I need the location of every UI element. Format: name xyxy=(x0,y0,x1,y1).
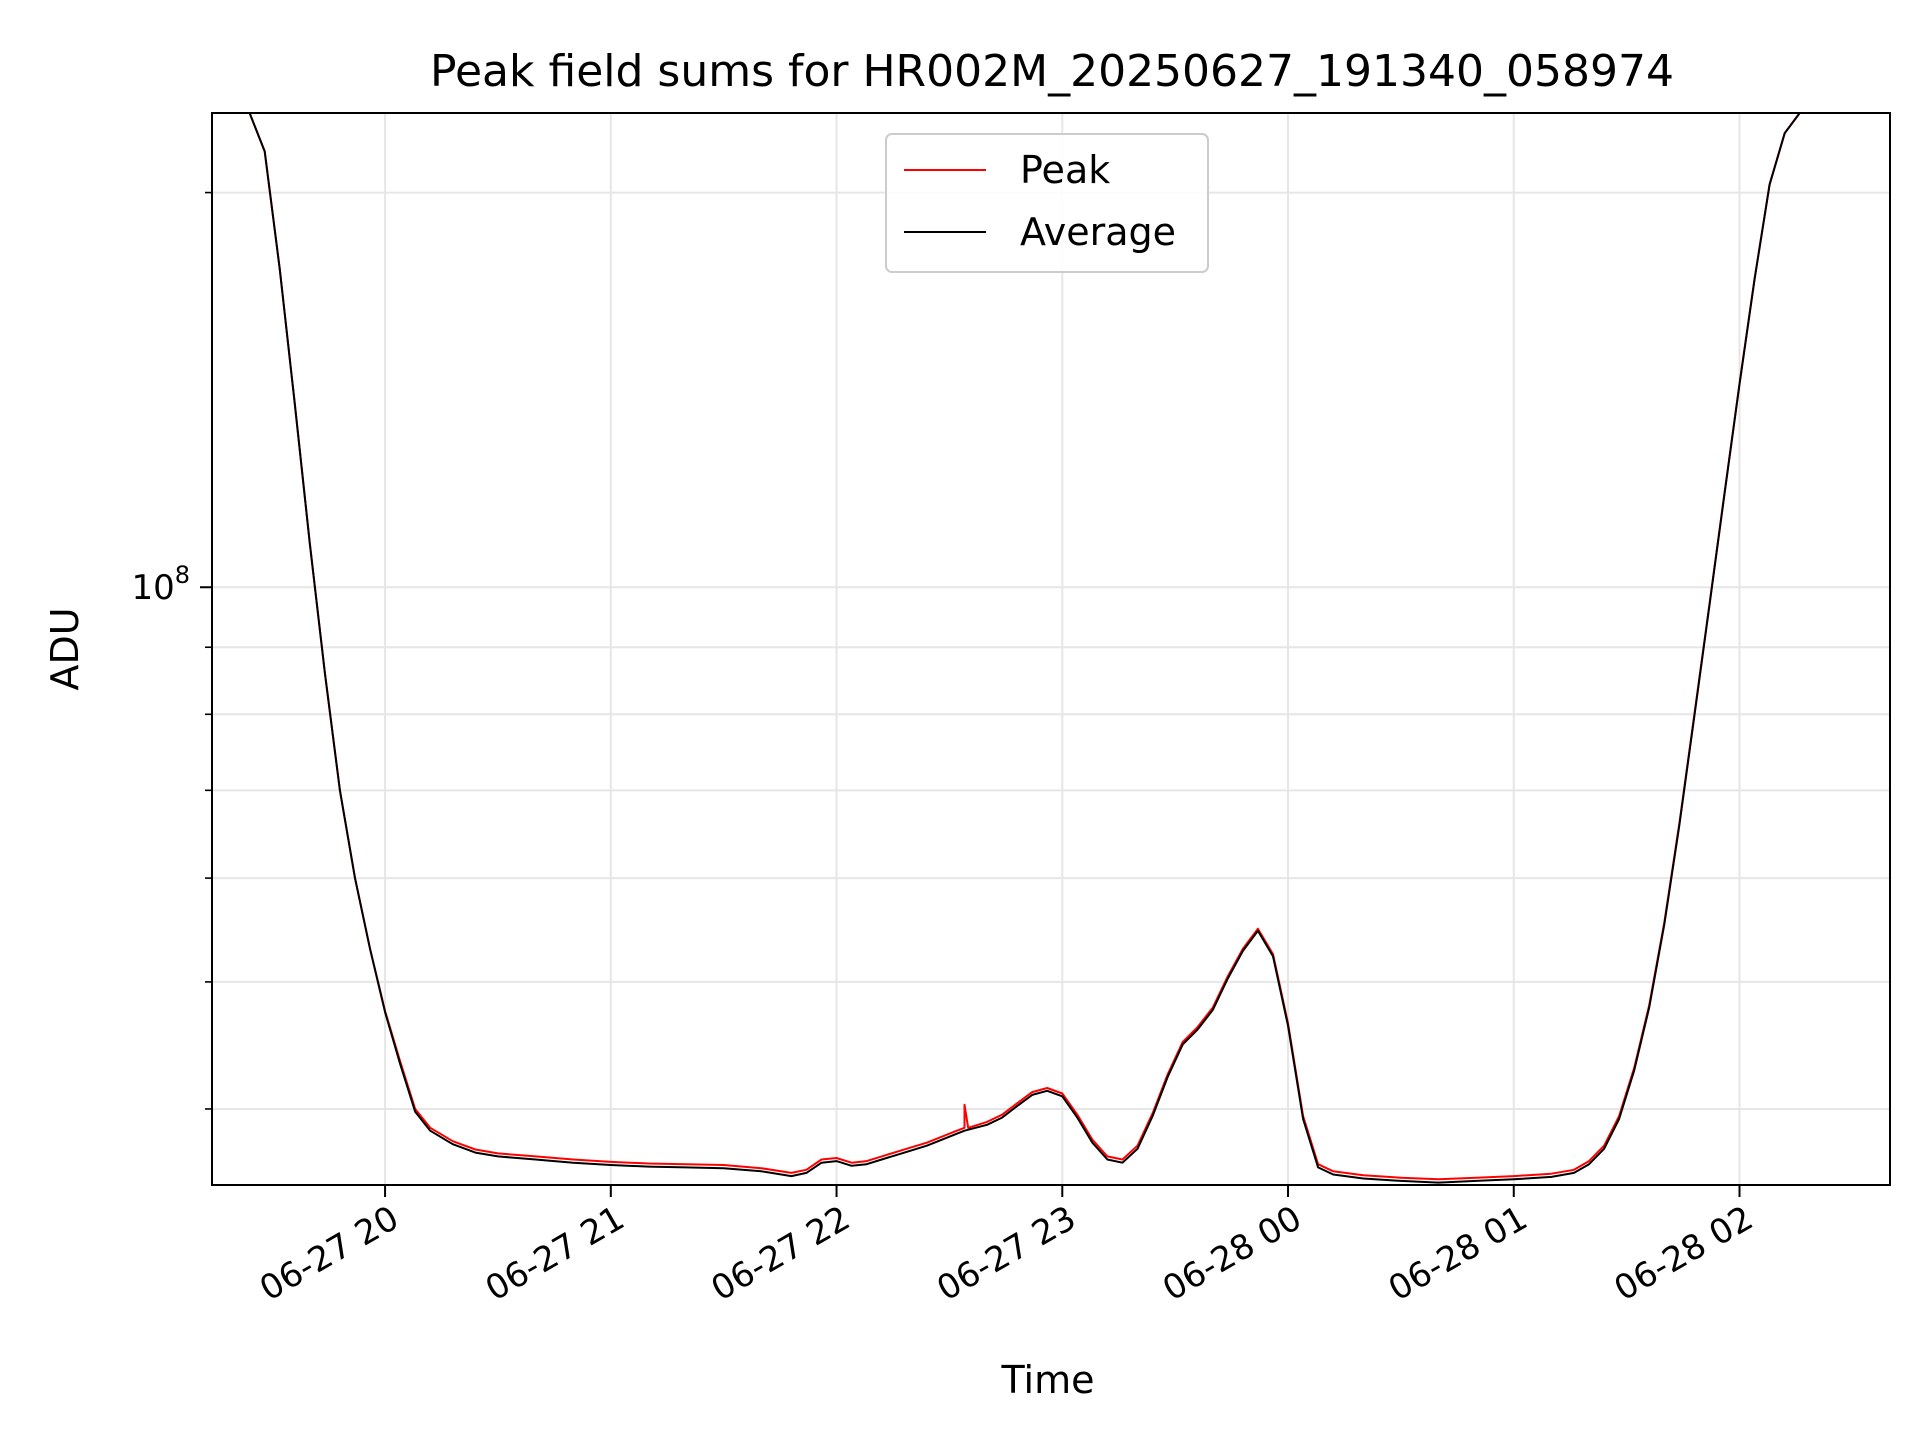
series-line-average xyxy=(248,113,1815,1184)
y-axis-label: ADU xyxy=(43,607,87,690)
series-line-peak xyxy=(248,113,1815,1181)
legend-label-average: Average xyxy=(1020,210,1176,254)
legend-label-peak: Peak xyxy=(1020,148,1110,192)
y-tick-label: 108 xyxy=(131,561,190,608)
chart-title: Peak field sums for HR002M_20250627_1913… xyxy=(430,46,1674,97)
legend: Peak Average xyxy=(885,133,1209,273)
grid-lines xyxy=(212,113,1890,1185)
y-axis: 108 xyxy=(131,191,212,1110)
legend-box xyxy=(885,133,1209,273)
series-lines xyxy=(248,113,1815,1184)
plot-frame xyxy=(211,112,1891,1186)
y-tick-label-base: 10 xyxy=(131,568,174,608)
y-tick-label-exponent: 8 xyxy=(175,561,190,589)
x-axis-label: Time xyxy=(1001,1358,1095,1402)
